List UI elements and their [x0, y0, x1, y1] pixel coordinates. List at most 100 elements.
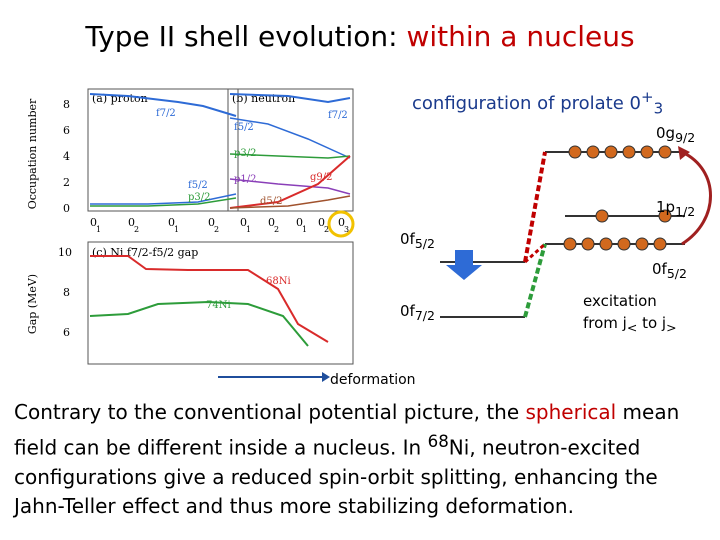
- paragraph-part1: Contrary to the conventional potential p…: [14, 400, 526, 424]
- excitation-sub-gt: >: [666, 320, 677, 335]
- label-0f72: 0f7/2: [400, 302, 435, 323]
- deformation-label: deformation: [330, 372, 416, 388]
- slide-title: Type II shell evolution: within a nucleu…: [0, 20, 720, 53]
- configuration-title: configuration of prolate 0+3: [412, 88, 663, 118]
- title-highlight: within a nucleus: [406, 20, 635, 53]
- gap-ni74-curve: [89, 300, 309, 347]
- proton-f52-label: f5/2: [188, 180, 208, 191]
- panel-a-frame: [87, 88, 239, 212]
- excitation-caption: excitation from j< to j>: [583, 290, 677, 339]
- neutron-g92-label: g9/2: [310, 172, 333, 183]
- xtick-b-4: 0: [318, 216, 325, 229]
- xtick-b-3: 0: [296, 216, 303, 229]
- connector-f52: [523, 243, 547, 318]
- xtick-a-3-sub: 1: [174, 225, 179, 234]
- occupation-gap-figure: Occupation number Gap (MeV) 0 2 4 6 8 6 …: [28, 88, 355, 382]
- excitation-line1: excitation: [583, 292, 657, 310]
- ylabel-top: Occupation number: [28, 98, 39, 209]
- label-0g92-main: 0g: [656, 124, 676, 142]
- ytick-bottom-6: 6: [63, 326, 70, 339]
- neutron-f52-label: f5/2: [234, 122, 254, 133]
- body-paragraph: Contrary to the conventional potential p…: [14, 398, 714, 521]
- gap-ni68-curve: [90, 255, 329, 343]
- excitation-arc-arrow: [681, 150, 712, 246]
- panel-c-label: (c) Ni f7/2-f5/2 gap: [92, 246, 198, 259]
- g92-particles: [568, 145, 672, 159]
- xtick-b-5-sub: 3: [344, 225, 349, 234]
- proton-f72-curve: [89, 93, 237, 117]
- connector-f52-upper: [523, 242, 547, 264]
- f52-particles: [563, 237, 667, 251]
- level-diagram: [440, 145, 712, 318]
- xtick-a-2: 0: [128, 216, 135, 229]
- deformation-arrow-head: [322, 372, 330, 382]
- paragraph-highlight: spherical: [525, 400, 617, 424]
- label-0f72-sub: 7/2: [414, 308, 435, 323]
- label-0f72-main: 0f: [400, 302, 415, 320]
- label-0f52-right: 0f5/2: [652, 260, 687, 281]
- label-1p12-sub: 1/2: [675, 204, 696, 219]
- neutron-f72-curve: [229, 93, 351, 104]
- neutron-d52-label: d5/2: [260, 196, 283, 207]
- neutron-d52-curve: [229, 195, 351, 209]
- down-arrow-icon: [446, 250, 482, 280]
- xtick-b-5: 0: [338, 216, 345, 229]
- xtick-a-3: 0: [168, 216, 175, 229]
- proton-f72-label: f7/2: [156, 108, 176, 119]
- label-0g92-sub: 9/2: [675, 130, 696, 145]
- ytick-top-8: 8: [63, 98, 70, 111]
- neutron-p12-label: p1/2: [234, 174, 257, 185]
- connector-g92: [523, 151, 547, 263]
- neutron-p32-label: p3/2: [234, 148, 257, 159]
- xtick-a-4: 0: [208, 216, 215, 229]
- label-0g92: 0g9/2: [656, 124, 695, 145]
- ylabel-bottom: Gap (MeV): [28, 274, 39, 334]
- label-0f52-right-sub: 5/2: [666, 266, 687, 281]
- neutron-f72-label: f7/2: [328, 110, 348, 121]
- xtick-a-1: 0: [90, 216, 97, 229]
- ytick-bottom-8: 8: [63, 286, 70, 299]
- label-1p12-main: 1p: [656, 198, 676, 216]
- xtick-a-4-sub: 2: [214, 225, 219, 234]
- ytick-top-4: 4: [63, 150, 70, 163]
- neutron-g92-curve: [229, 155, 351, 209]
- config-title-sub: 3: [653, 99, 664, 118]
- proton-p32-label: p3/2: [188, 192, 211, 203]
- excitation-sub-lt: <: [626, 320, 638, 335]
- xtick-b-2-sub: 2: [274, 225, 279, 234]
- paragraph-part3: Ni, neutron-excited configurations give …: [14, 435, 658, 518]
- xtick-b-1-sub: 1: [246, 225, 251, 234]
- xtick-b-2: 0: [268, 216, 275, 229]
- label-0f52-right-main: 0f: [652, 260, 667, 278]
- ytick-top-0: 0: [63, 202, 70, 215]
- excitation-arc-arrowhead: [678, 146, 690, 160]
- paragraph-part2: mean field can be different inside a nuc…: [14, 400, 680, 460]
- label-0f52-left-main: 0f: [400, 230, 415, 248]
- label-0f52-left: 0f5/2: [400, 230, 435, 251]
- proton-f52-curve: [90, 193, 237, 205]
- ytick-top-6: 6: [63, 124, 70, 137]
- xtick-b-1: 0: [240, 216, 247, 229]
- highlight-circle: [327, 210, 355, 238]
- xtick-a-1-sub: 1: [96, 225, 101, 234]
- xtick-b-3-sub: 1: [302, 225, 307, 234]
- excitation-to: to j: [637, 314, 667, 332]
- title-prefix: Type II shell evolution:: [85, 20, 407, 53]
- config-title-text: configuration of prolate 0: [412, 93, 641, 114]
- xtick-b-4-sub: 2: [324, 225, 329, 234]
- panel-b-frame: [227, 88, 354, 212]
- ytick-top-2: 2: [63, 176, 70, 189]
- excitation-from: from j: [583, 314, 627, 332]
- ni74-label: 74Ni: [206, 300, 231, 311]
- paragraph-sup: 68: [427, 432, 449, 451]
- ni68-label: 68Ni: [266, 276, 291, 287]
- xtick-a-2-sub: 2: [134, 225, 139, 234]
- neutron-f52-curve: [229, 117, 351, 159]
- label-1p12: 1p1/2: [656, 198, 695, 219]
- ytick-bottom-10: 10: [58, 246, 72, 259]
- excitation-line2: from j< to j>: [583, 312, 677, 339]
- neutron-p32-curve: [229, 153, 351, 159]
- neutron-p12-curve: [229, 178, 351, 195]
- panel-c-frame: [87, 241, 354, 365]
- p12-particles: [595, 209, 672, 223]
